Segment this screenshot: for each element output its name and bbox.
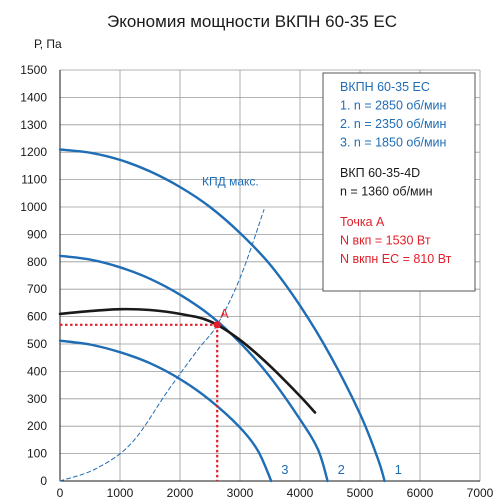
- x-tick-label: 6000: [407, 486, 434, 500]
- legend-entry: N вкпн ЕС = 810 Вт: [340, 252, 452, 266]
- curve-number-label: 2: [338, 462, 345, 477]
- x-tick-label: 3000: [227, 486, 254, 500]
- legend: ВКПН 60-35 ЕС 1. n = 2850 об/мин 2. n = 23…: [322, 72, 476, 292]
- operating-point: A: [60, 307, 229, 481]
- fan-curve-3: [58, 339, 273, 483]
- point-a-label: A: [220, 307, 229, 321]
- fan-curve-1: [58, 148, 386, 483]
- y-tick-label: 1100: [21, 173, 47, 187]
- y-tick-label: 1400: [20, 90, 47, 104]
- y-tick-label: 1000: [20, 200, 47, 214]
- y-tick-label: 1300: [20, 118, 47, 132]
- y-axis-label: Р, Па: [34, 37, 62, 51]
- legend-entry: n = 1360 об/мин: [340, 185, 433, 199]
- legend-box: [322, 72, 476, 292]
- chart-title: Экономия мощности ВКПН 60-35 ЕС: [107, 12, 397, 31]
- legend-entry: N вкп = 1530 Вт: [340, 234, 431, 248]
- y-tick-label: 0: [40, 474, 47, 488]
- y-tick-label: 100: [27, 447, 47, 461]
- y-tick-label: 600: [27, 310, 47, 324]
- y-tick-label: 400: [27, 364, 47, 378]
- x-tick-label: 0: [57, 486, 64, 500]
- curves: 1 2 3 КПД макс.: [58, 148, 402, 483]
- x-tick-label: 1000: [107, 486, 134, 500]
- y-tick-label: 300: [27, 392, 47, 406]
- x-tick-label: 2000: [167, 486, 194, 500]
- legend-entry: ВКПН 60-35 ЕС: [340, 80, 430, 94]
- axis-ticks: 0 1000 2000 3000 4000 5000 6000 7000 0 100 200 300 4…: [20, 63, 493, 500]
- curve-number-label: 3: [281, 462, 288, 477]
- x-tick-label: 5000: [347, 486, 374, 500]
- y-tick-label: 200: [27, 419, 47, 433]
- y-tick-label: 800: [27, 255, 47, 269]
- point-a-marker: [213, 321, 221, 329]
- legend-entry: 3. n = 1850 об/мин: [340, 136, 447, 150]
- y-tick-label: 1500: [20, 63, 47, 77]
- y-tick-label: 500: [27, 337, 47, 351]
- x-tick-label: 7000: [467, 486, 494, 500]
- fan-curve-vkp: [58, 307, 317, 414]
- legend-entry: 2. n = 2350 об/мин: [340, 117, 447, 131]
- y-tick-label: 900: [27, 227, 47, 241]
- legend-entry: 1. n = 2850 об/мин: [340, 99, 447, 113]
- kpd-max-curve: [59, 209, 265, 482]
- y-tick-label: 1200: [20, 145, 47, 159]
- legend-entry: Точка А: [340, 215, 385, 229]
- fan-curve-2: [58, 254, 329, 483]
- curve-number-label: 1: [395, 462, 402, 477]
- kpd-max-label: КПД макс.: [202, 175, 259, 189]
- x-tick-label: 4000: [287, 486, 314, 500]
- legend-entry: ВКП 60-35-4D: [340, 166, 420, 180]
- y-tick-label: 700: [27, 282, 47, 296]
